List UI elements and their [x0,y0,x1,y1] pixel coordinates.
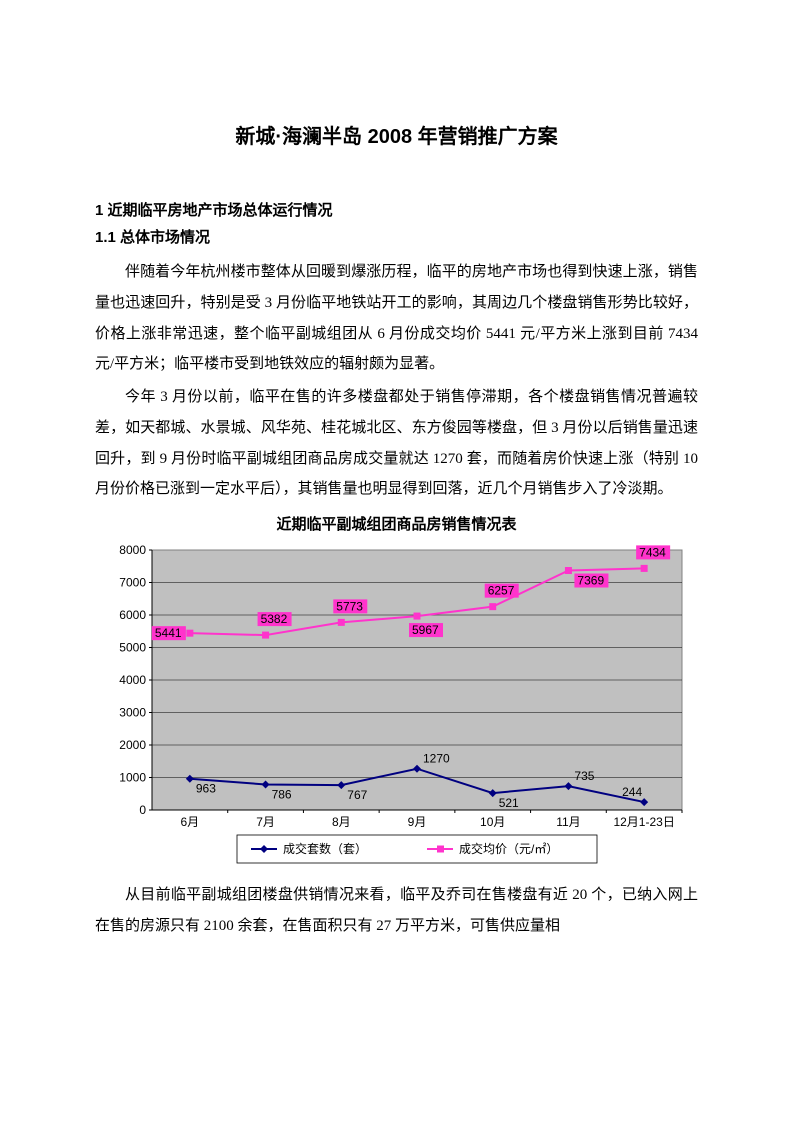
svg-text:6257: 6257 [487,584,514,598]
svg-text:11月: 11月 [556,815,580,829]
svg-text:10月: 10月 [480,815,505,829]
svg-text:521: 521 [498,796,518,810]
svg-text:成交均价（元/㎡）: 成交均价（元/㎡） [459,841,558,856]
svg-text:12月1-23日: 12月1-23日 [613,815,674,829]
svg-text:0: 0 [139,803,146,817]
svg-text:786: 786 [271,787,291,801]
svg-text:5000: 5000 [119,641,146,655]
svg-text:8000: 8000 [119,543,146,557]
svg-text:7月: 7月 [256,815,275,829]
svg-text:5967: 5967 [412,623,439,637]
svg-text:6000: 6000 [119,608,146,622]
chart-container: 0 1000 2000 3000 4000 5000 6000 7000 8000 6月 7月 8月 9… [102,540,692,870]
paragraph-2: 今年 3 月份以前，临平在售的许多楼盘都处于销售停滞期，各个楼盘销售情况普遍较差… [95,382,698,505]
svg-text:5441: 5441 [154,626,181,640]
svg-text:5382: 5382 [260,612,287,626]
svg-text:7369: 7369 [577,574,604,588]
paragraph-1: 伴随着今年杭州楼市整体从回暖到爆涨历程，临平的房地产市场也得到快速上涨，销售量也… [95,257,698,380]
svg-text:2000: 2000 [119,738,146,752]
svg-text:735: 735 [574,769,594,783]
heading-1-1: 1.1 总体市场情况 [95,226,698,247]
chart-title: 近期临平副城组团商品房销售情况表 [95,513,698,534]
svg-text:1270: 1270 [423,752,450,766]
svg-text:3000: 3000 [119,706,146,720]
svg-text:767: 767 [347,788,367,802]
svg-text:244: 244 [622,785,642,799]
heading-1: 1 近期临平房地产市场总体运行情况 [95,199,698,220]
svg-text:7000: 7000 [119,576,146,590]
svg-text:7434: 7434 [639,545,666,559]
document-page: 新城·海澜半岛 2008 年营销推广方案 1 近期临平房地产市场总体运行情况 1… [0,0,793,1122]
sales-chart: 0 1000 2000 3000 4000 5000 6000 7000 8000 6月 7月 8月 9… [102,540,692,870]
svg-text:8月: 8月 [331,815,350,829]
svg-text:1000: 1000 [119,771,146,785]
svg-text:成交套数（套）: 成交套数（套） [283,841,367,856]
svg-text:6月: 6月 [180,815,199,829]
paragraph-3: 从目前临平副城组团楼盘供销情况来看，临平及乔司在售楼盘有近 20 个，已纳入网上… [95,880,698,942]
svg-text:5773: 5773 [336,599,363,613]
doc-title: 新城·海澜半岛 2008 年营销推广方案 [95,120,698,149]
svg-text:963: 963 [195,782,215,796]
svg-text:4000: 4000 [119,673,146,687]
svg-text:9月: 9月 [407,815,426,829]
